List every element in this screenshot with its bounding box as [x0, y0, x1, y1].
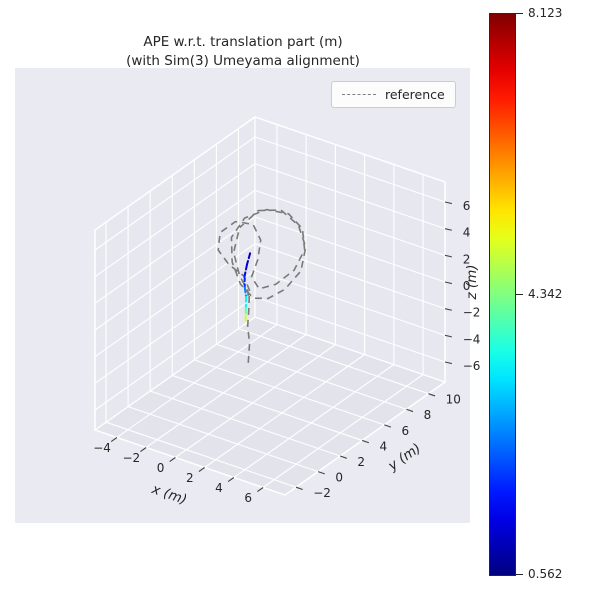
colorbar-label-max: 8.123: [528, 6, 563, 20]
x-tick-mark: [198, 467, 205, 472]
y-tick-mark: [362, 439, 370, 444]
estimated-trajectory-segment: [245, 252, 252, 266]
y-tick-mark: [384, 424, 392, 428]
grid-line: [94, 269, 256, 384]
colorbar-tick-mid: [516, 294, 523, 296]
z-tick-label: 0: [463, 279, 471, 293]
legend-item-reference: reference: [385, 87, 445, 102]
grid-line: [94, 429, 286, 496]
z-axis-label: z (m): [464, 264, 480, 300]
y-tick-mark: [406, 408, 414, 413]
z-tick-label: 6: [463, 199, 471, 213]
grid-line: [204, 354, 365, 468]
colorbar-tick-max: [516, 13, 523, 15]
x-tick-mark: [140, 447, 147, 452]
z-tick-label: 4: [463, 226, 471, 240]
grid-line: [254, 189, 446, 256]
z-tick-label: −4: [463, 332, 481, 346]
grid-line: [238, 328, 429, 395]
grid-line: [94, 163, 256, 278]
grid-line: [94, 116, 256, 231]
y-tick-label: 10: [446, 393, 461, 407]
z-tick-mark: [444, 281, 452, 285]
z-tick-mark: [444, 254, 452, 258]
grid-line: [116, 324, 278, 438]
grid-line: [254, 216, 446, 283]
y-tick-label: 4: [379, 439, 387, 453]
grid-line: [94, 296, 256, 411]
grid-line: [94, 136, 256, 251]
x-tick-mark: [257, 487, 264, 492]
x-tick-label: 0: [157, 461, 165, 475]
grid-line: [194, 359, 385, 426]
grid-line: [254, 116, 446, 183]
x-tick-mark: [110, 437, 118, 442]
z-tick-label: −6: [463, 359, 481, 373]
grid-line: [94, 216, 256, 331]
grid-line: [145, 334, 307, 448]
plot-title-line2: (with Sim(3) Umeyama alignment): [126, 52, 360, 69]
plot-title: APE w.r.t. translation part (m) (with Si…: [0, 33, 486, 71]
z-tick-label: −2: [463, 306, 481, 320]
legend: reference: [331, 81, 456, 108]
x-tick-mark: [227, 477, 235, 482]
x-tick-mark: [169, 457, 176, 462]
grid-line: [105, 421, 297, 488]
grid-line: [149, 390, 341, 457]
grid-line: [254, 296, 446, 363]
grid-line: [172, 374, 363, 441]
x-tick-label: 4: [215, 481, 223, 495]
colorbar-label-min: 0.562: [528, 567, 563, 581]
z-tick-mark: [444, 201, 452, 205]
x-tick-label: 2: [186, 471, 194, 485]
colorbar: [489, 13, 516, 576]
y-tick-mark: [339, 455, 347, 459]
grid-line: [254, 163, 446, 230]
z-tick-mark: [444, 334, 452, 338]
grid-line: [284, 381, 446, 496]
z-tick-mark: [444, 361, 452, 365]
y-tick-label: −2: [313, 486, 331, 500]
grid-line: [94, 189, 256, 304]
reference-dashed-line-icon: [342, 94, 376, 95]
x-tick-label: −2: [122, 451, 140, 465]
y-tick-label: 8: [424, 408, 432, 422]
y-tick-mark: [317, 471, 325, 475]
grid-line: [254, 136, 446, 203]
grid-line: [127, 406, 319, 473]
x-tick-label: −4: [93, 441, 111, 455]
z-tick-label: 2: [463, 252, 471, 266]
x-tick-label: 6: [244, 491, 252, 505]
grid-line: [216, 343, 407, 410]
estimated-trajectory-segment: [243, 263, 248, 278]
z-tick-mark: [444, 308, 452, 311]
y-tick-label: 2: [357, 455, 365, 469]
estimated-trajectory-segment: [243, 286, 248, 298]
grid-line: [233, 364, 395, 478]
y-tick-label: 0: [335, 471, 343, 485]
colorbar-label-mid: 4.342: [528, 287, 563, 301]
y-tick-mark: [428, 393, 436, 397]
grid-line: [175, 344, 336, 458]
grid-line: [254, 243, 446, 310]
y-tick-label: 6: [402, 424, 410, 438]
grid-line: [262, 374, 424, 488]
reference-trajectory: [217, 208, 307, 363]
plot-title-line1: APE w.r.t. translation part (m): [143, 34, 343, 50]
z-tick-mark: [444, 228, 452, 231]
grid-line: [254, 269, 446, 336]
y-tick-mark: [295, 486, 303, 490]
colorbar-tick-min: [516, 574, 523, 576]
